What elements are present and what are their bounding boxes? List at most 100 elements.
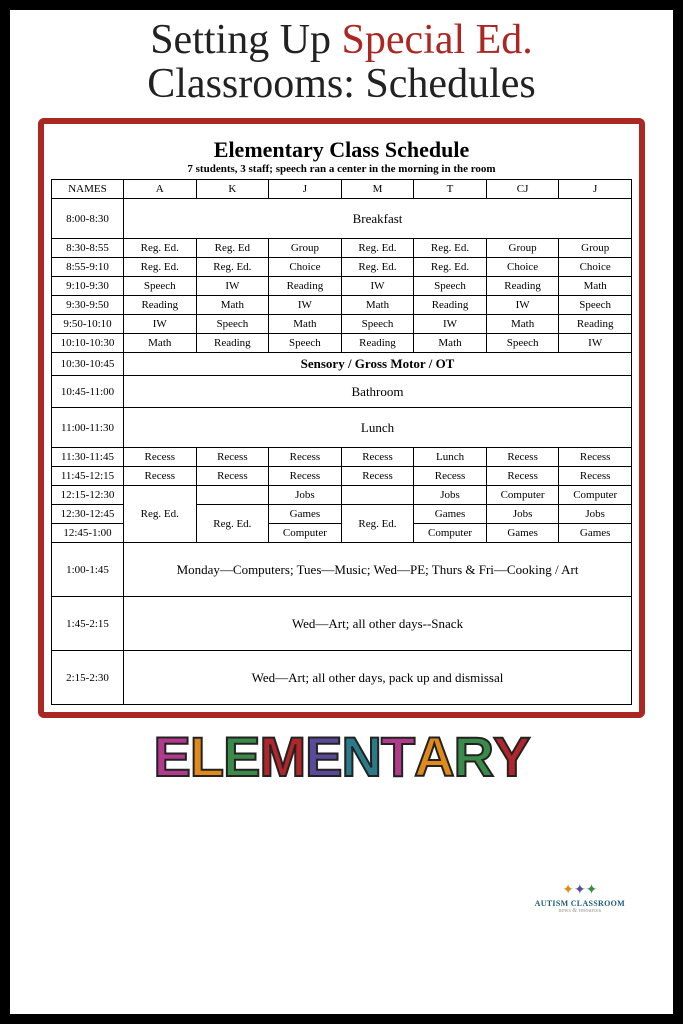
time-cell: 10:45-11:00 bbox=[52, 376, 124, 408]
activity-cell: Reg. Ed. bbox=[414, 239, 487, 258]
activity-cell: Reading bbox=[559, 315, 632, 334]
footer-letter: A bbox=[414, 724, 453, 789]
time-cell: 8:55-9:10 bbox=[52, 258, 124, 277]
activity-cell: Reading bbox=[269, 277, 342, 296]
activity-cell: Computer bbox=[414, 524, 487, 543]
activity-cell: Math bbox=[486, 315, 559, 334]
activity-cell: Games bbox=[414, 505, 487, 524]
activity-cell: Recess bbox=[486, 448, 559, 467]
activity-cell: Recess bbox=[341, 467, 414, 486]
time-cell: 9:10-9:30 bbox=[52, 277, 124, 296]
activity-cell: Speech bbox=[196, 315, 269, 334]
activity-cell: Speech bbox=[341, 315, 414, 334]
logo-text-1: AUTISM CLASSROOM bbox=[535, 899, 625, 908]
student-header: K bbox=[196, 180, 269, 199]
activity-cell: Math bbox=[269, 315, 342, 334]
activity-cell: Reg. Ed. bbox=[124, 486, 197, 543]
activity-cell: IW bbox=[341, 277, 414, 296]
activity-cell: IW bbox=[269, 296, 342, 315]
activity-cell: Reg. Ed bbox=[196, 239, 269, 258]
footer-letter: E bbox=[154, 724, 190, 789]
activity-cell: Games bbox=[269, 505, 342, 524]
span-cell: Sensory / Gross Motor / OT bbox=[124, 353, 632, 376]
activity-cell bbox=[341, 486, 414, 505]
schedule-table: NAMESAKJMTCJJ8:00-8:30Breakfast8:30-8:55… bbox=[51, 179, 632, 705]
activity-cell: Reg. Ed. bbox=[341, 239, 414, 258]
activity-cell: Choice bbox=[269, 258, 342, 277]
activity-cell: Games bbox=[486, 524, 559, 543]
activity-cell: Math bbox=[196, 296, 269, 315]
time-cell: 9:50-10:10 bbox=[52, 315, 124, 334]
footer-letter: E bbox=[223, 724, 259, 789]
activity-cell: Speech bbox=[559, 296, 632, 315]
activity-cell: Computer bbox=[559, 486, 632, 505]
student-header: A bbox=[124, 180, 197, 199]
time-cell: 12:45-1:00 bbox=[52, 524, 124, 543]
activity-cell: Jobs bbox=[269, 486, 342, 505]
student-header: J bbox=[269, 180, 342, 199]
activity-cell: Jobs bbox=[486, 505, 559, 524]
time-cell: 10:30-10:45 bbox=[52, 353, 124, 376]
activity-cell: Recess bbox=[486, 467, 559, 486]
activity-cell: Reading bbox=[341, 334, 414, 353]
activity-cell: Group bbox=[486, 239, 559, 258]
span-cell: Breakfast bbox=[124, 199, 632, 239]
activity-cell: Speech bbox=[486, 334, 559, 353]
activity-cell: Recess bbox=[341, 448, 414, 467]
activity-cell: Lunch bbox=[414, 448, 487, 467]
student-header: T bbox=[414, 180, 487, 199]
activity-cell: IW bbox=[559, 334, 632, 353]
activity-cell: Reg. Ed. bbox=[341, 258, 414, 277]
activity-cell: Speech bbox=[414, 277, 487, 296]
logo-icon: ✦✦✦ bbox=[535, 882, 625, 899]
activity-cell: Computer bbox=[269, 524, 342, 543]
activity-cell: Reading bbox=[486, 277, 559, 296]
activity-cell: Recess bbox=[196, 448, 269, 467]
time-cell: 11:45-12:15 bbox=[52, 467, 124, 486]
activity-cell: Jobs bbox=[559, 505, 632, 524]
activity-cell: IW bbox=[124, 315, 197, 334]
footer-letter: N bbox=[342, 724, 381, 789]
activity-cell: Recess bbox=[124, 467, 197, 486]
activity-cell: Group bbox=[559, 239, 632, 258]
span-cell: Wed—Art; all other days, pack up and dis… bbox=[124, 651, 632, 705]
header-text-2: Classrooms: Schedules bbox=[10, 62, 673, 106]
time-cell: 12:15-12:30 bbox=[52, 486, 124, 505]
activity-cell: Reg. Ed. bbox=[124, 239, 197, 258]
activity-cell: Computer bbox=[486, 486, 559, 505]
schedule-title: Elementary Class Schedule bbox=[51, 131, 632, 163]
activity-cell: Math bbox=[124, 334, 197, 353]
span-cell: Wed—Art; all other days--Snack bbox=[124, 597, 632, 651]
header-text-1a: Setting Up bbox=[150, 17, 341, 63]
time-cell: 10:10-10:30 bbox=[52, 334, 124, 353]
activity-cell: Reading bbox=[124, 296, 197, 315]
activity-cell: Recess bbox=[196, 467, 269, 486]
activity-cell bbox=[196, 486, 269, 505]
time-cell: 12:30-12:45 bbox=[52, 505, 124, 524]
student-header: J bbox=[559, 180, 632, 199]
activity-cell: Recess bbox=[559, 448, 632, 467]
time-cell: 8:00-8:30 bbox=[52, 199, 124, 239]
activity-cell: Games bbox=[559, 524, 632, 543]
activity-cell: Math bbox=[559, 277, 632, 296]
time-cell: 1:45-2:15 bbox=[52, 597, 124, 651]
activity-cell: Recess bbox=[124, 448, 197, 467]
time-cell: 11:00-11:30 bbox=[52, 408, 124, 448]
footer-title: ELEMENTARY bbox=[10, 724, 673, 789]
footer-letter: E bbox=[305, 724, 341, 789]
col-header: NAMES bbox=[52, 180, 124, 199]
activity-cell: IW bbox=[196, 277, 269, 296]
time-cell: 8:30-8:55 bbox=[52, 239, 124, 258]
activity-cell: Choice bbox=[559, 258, 632, 277]
activity-cell: Jobs bbox=[414, 486, 487, 505]
activity-cell: Speech bbox=[269, 334, 342, 353]
activity-cell: Reg. Ed. bbox=[196, 505, 269, 543]
time-cell: 2:15-2:30 bbox=[52, 651, 124, 705]
span-cell: Monday—Computers; Tues—Music; Wed—PE; Th… bbox=[124, 543, 632, 597]
span-cell: Lunch bbox=[124, 408, 632, 448]
activity-cell: Reg. Ed. bbox=[124, 258, 197, 277]
student-header: CJ bbox=[486, 180, 559, 199]
activity-cell: Reading bbox=[414, 296, 487, 315]
activity-cell: Group bbox=[269, 239, 342, 258]
header-text-1b: Special Ed. bbox=[342, 17, 533, 63]
